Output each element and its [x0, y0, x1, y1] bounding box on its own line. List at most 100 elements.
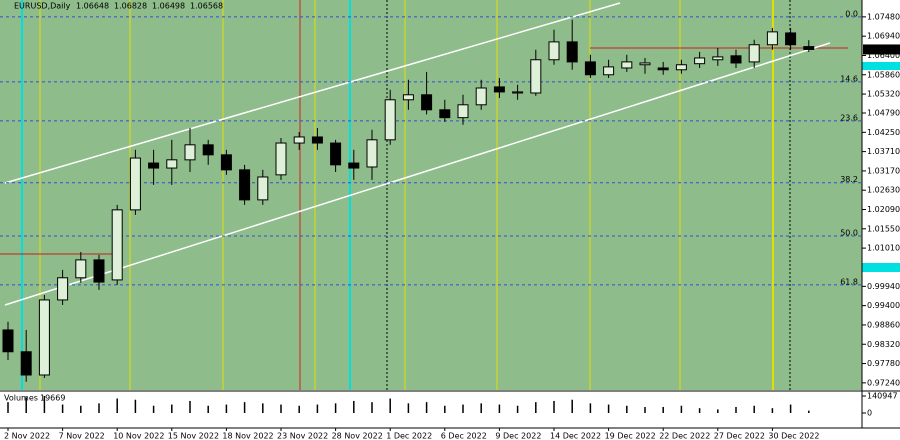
candle-body — [566, 41, 578, 63]
y-tick-label: 0.99400 — [867, 301, 900, 310]
y-tick-label: 1.03170 — [867, 166, 900, 175]
x-tick-label: 7 Nov 2022 — [59, 432, 105, 440]
candle-body — [621, 61, 633, 69]
y-tick-label: 1.04250 — [867, 128, 900, 137]
header-low: 1.06498 — [152, 2, 185, 11]
header-high: 1.06828 — [114, 2, 147, 11]
candle-body — [421, 94, 433, 111]
candle-body — [603, 66, 615, 76]
x-tick-label: 6 Dec 2022 — [441, 432, 487, 440]
y-tick-label: 1.03710 — [867, 147, 900, 156]
candle-body — [148, 162, 160, 169]
candle-body — [675, 64, 687, 71]
x-tick-label: 27 Dec 2022 — [714, 432, 765, 440]
candle-body — [75, 259, 87, 279]
y-tick-label: 0.98860 — [867, 320, 900, 329]
marker-box — [862, 62, 900, 70]
plot-background — [0, 0, 862, 390]
y-tick-label: 0.98320 — [867, 340, 900, 349]
candle-body — [766, 31, 778, 46]
candle-body — [311, 136, 323, 144]
x-tick-label: 18 Nov 2022 — [222, 432, 273, 440]
candle-body — [493, 86, 505, 93]
candle-body — [512, 91, 524, 94]
candle-body — [366, 139, 378, 168]
candle-body — [748, 44, 760, 63]
y-tick-label: 1.06400 — [867, 51, 900, 60]
candle-body — [239, 169, 251, 201]
fib-label: 0.0 — [845, 9, 858, 18]
candle-body — [93, 259, 105, 283]
volume-background — [0, 390, 862, 440]
candle-body — [111, 209, 123, 281]
x-tick-label: 15 Nov 2022 — [168, 432, 219, 440]
y-tick-label: 0.97780 — [867, 359, 900, 368]
y-tick-label: 1.02630 — [867, 186, 900, 195]
trend-line — [4, 42, 831, 306]
candle-body — [530, 59, 542, 94]
candle-body — [712, 56, 724, 61]
fib-label: 50.0 — [840, 228, 858, 237]
candle-body — [166, 159, 178, 169]
volume-tick-label: 140947 — [867, 392, 898, 401]
candle-body — [657, 67, 669, 71]
x-tick-label: 28 Nov 2022 — [332, 432, 383, 440]
candle-body — [38, 299, 50, 376]
candle-body — [475, 87, 487, 106]
fib-label: 38.2 — [840, 175, 858, 184]
volume-last: 19669 — [40, 394, 65, 403]
candle-body — [402, 94, 414, 101]
x-tick-label: 10 Nov 2022 — [113, 432, 164, 440]
x-tick-label: 22 Dec 2022 — [659, 432, 710, 440]
candle-body — [785, 32, 797, 46]
volume-title: Volumes — [4, 394, 38, 403]
y-tick-label: 1.07480 — [867, 12, 900, 21]
price-label-box — [863, 44, 900, 55]
candle-body — [694, 57, 706, 65]
y-tick-label: 0.97240 — [867, 378, 900, 387]
fib-label: 23.6 — [840, 113, 858, 122]
volume-tick-label: 0 — [867, 409, 872, 418]
x-tick-label: 23 Nov 2022 — [277, 432, 328, 440]
candle-body — [2, 329, 14, 353]
fib-label: 14.6 — [840, 74, 858, 83]
candle-body — [439, 109, 451, 119]
x-tick-label: 2 Nov 2022 — [4, 432, 50, 440]
candle-body — [548, 41, 560, 61]
header-open: 1.06648 — [76, 2, 109, 11]
candle-body — [129, 157, 141, 211]
price-label: 1.06568 — [866, 45, 899, 54]
fib-label: 61.8 — [840, 277, 858, 286]
candle-body — [184, 144, 196, 161]
candle-body — [293, 136, 305, 144]
y-tick-label: 1.05860 — [867, 70, 900, 79]
candle-body — [330, 142, 342, 166]
x-tick-label: 1 Dec 2022 — [386, 432, 432, 440]
candle-body — [803, 46, 815, 50]
candle-body — [457, 104, 469, 119]
candle-body — [57, 277, 69, 301]
candle-body — [275, 142, 287, 176]
y-tick-label: 1.05320 — [867, 90, 900, 99]
y-tick-label: 1.01010 — [867, 244, 900, 253]
x-tick-label: 9 Dec 2022 — [495, 432, 541, 440]
candle-body — [584, 61, 596, 76]
trend-line — [4, 2, 621, 184]
chart-title: EURUSD,Daily — [14, 2, 71, 11]
y-tick-label: 0.99940 — [867, 282, 900, 291]
candle-body — [220, 154, 232, 171]
y-tick-label: 1.02090 — [867, 205, 900, 214]
candle-body — [730, 55, 742, 64]
header-close: 1.06568 — [190, 2, 223, 11]
x-tick-label: 30 Dec 2022 — [768, 432, 819, 440]
candle-body — [20, 351, 32, 376]
candle-body — [639, 62, 651, 66]
x-tick-label: 14 Dec 2022 — [550, 432, 601, 440]
y-tick-label: 1.04790 — [867, 109, 900, 118]
candle-body — [384, 99, 396, 141]
marker-box — [862, 263, 900, 272]
candle-body — [348, 162, 360, 169]
axis-background — [862, 0, 900, 440]
x-tick-label: 19 Dec 2022 — [605, 432, 656, 440]
